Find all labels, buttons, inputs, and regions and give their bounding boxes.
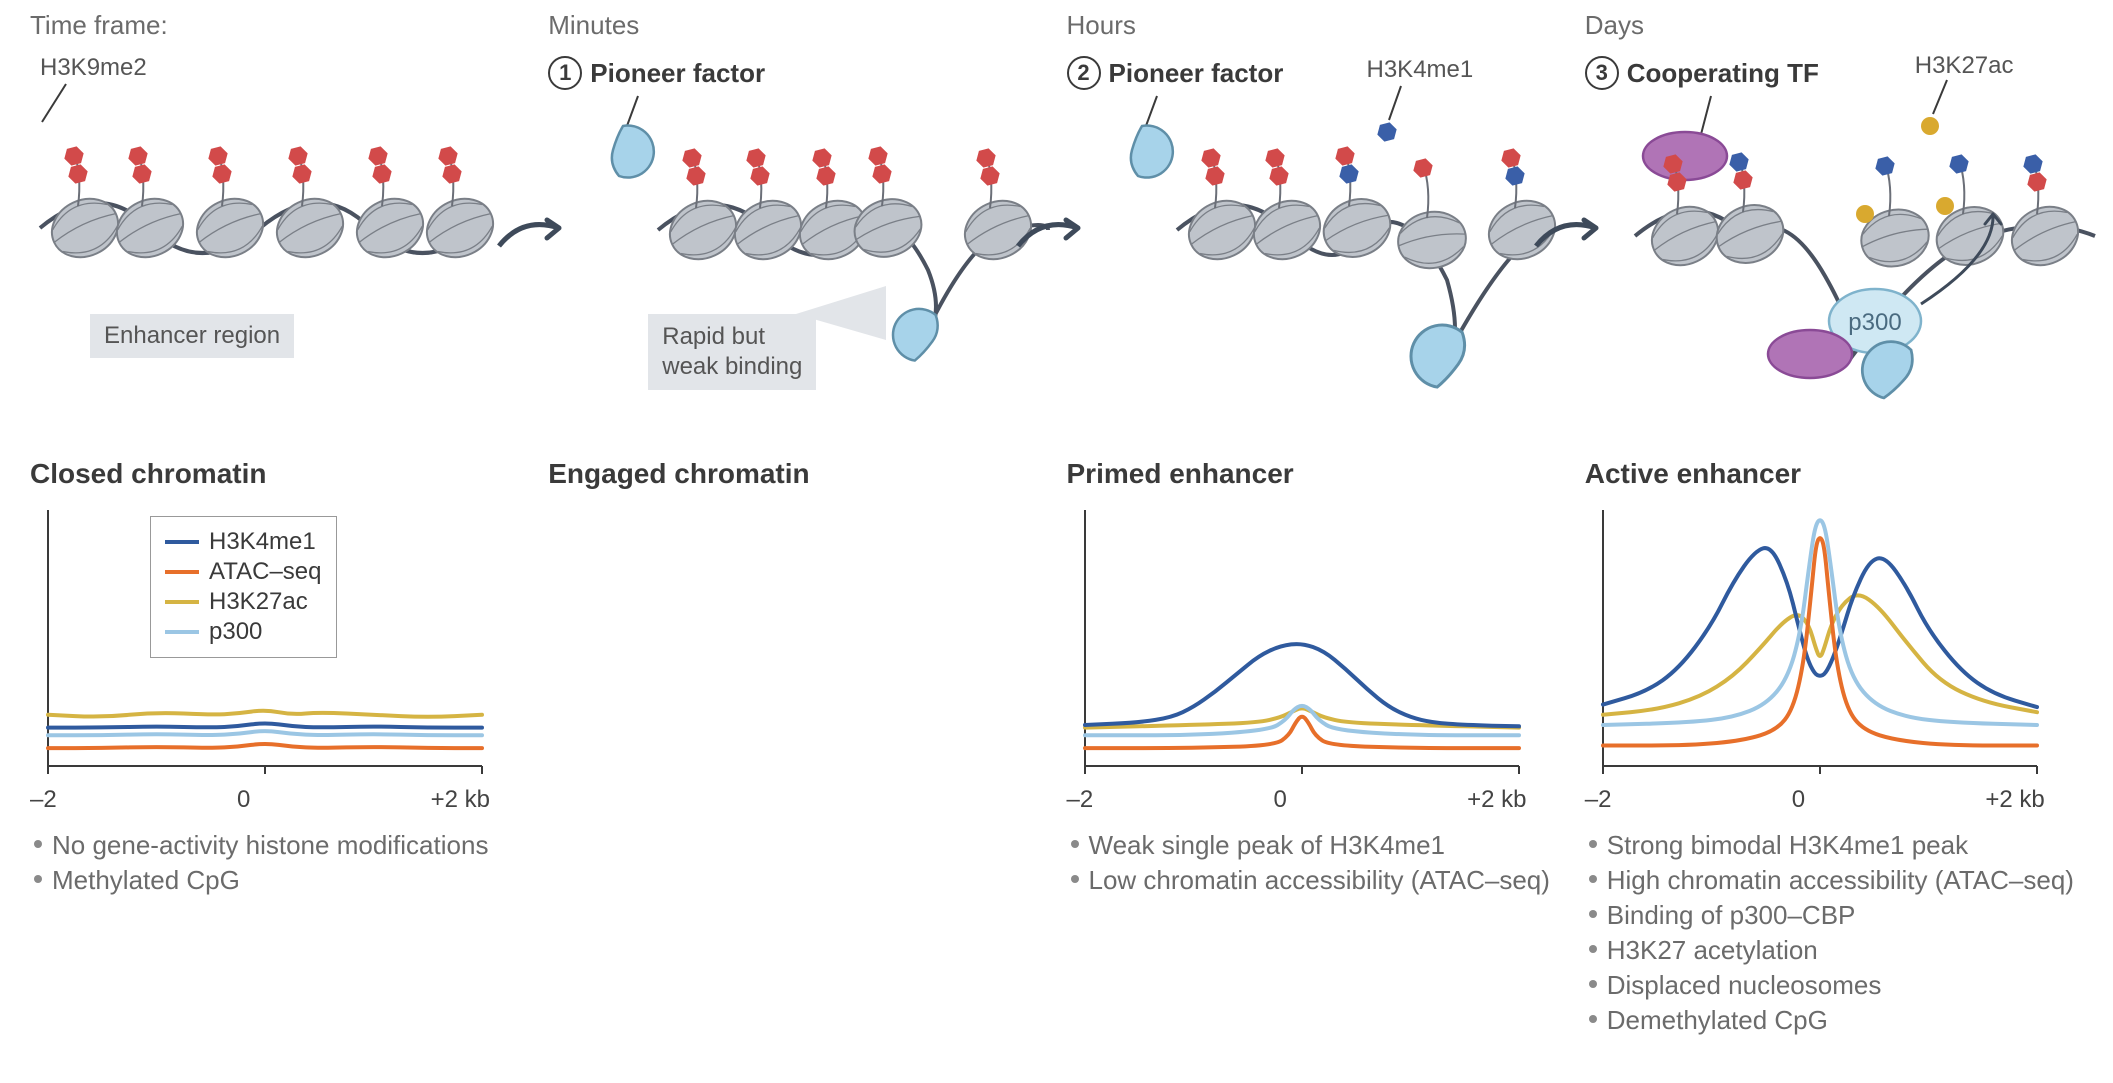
state-primed-title: Primed enhancer	[1067, 458, 1565, 490]
coop-tf-icon	[1643, 132, 1727, 180]
axis-primed: –20+2 kb	[1067, 786, 1527, 814]
legend-p300: p300	[165, 617, 322, 647]
active-chromatin-svg: p300	[1595, 106, 2105, 436]
rapid-weak-badge: Rapid but weak binding	[648, 314, 816, 390]
time-hours: Hours	[1067, 10, 1136, 41]
chart-row: H3K4me1 ATAC–seq H3K27ac p300 –20+2 kb N…	[20, 500, 2093, 1039]
chart-primed	[1067, 500, 1527, 780]
stage-3-label: Cooperating TF	[1627, 58, 1819, 89]
pioneer-factor-icon	[612, 126, 654, 178]
state-active-title: Active enhancer	[1585, 458, 2083, 490]
stage-1-label: Pioneer factor	[590, 58, 765, 89]
state-closed-title: Closed chromatin	[30, 458, 528, 490]
nucleosome	[42, 188, 127, 267]
bullets-closed: No gene-activity histone modifications M…	[30, 828, 528, 898]
chart-closed: H3K4me1 ATAC–seq H3K27ac p300	[30, 500, 490, 780]
stage-3-num: 3	[1585, 56, 1619, 90]
stage-2-label: Pioneer factor	[1109, 58, 1284, 89]
callout-wedge	[796, 284, 916, 364]
time-frame-label: Time frame:	[30, 10, 168, 41]
stage-1: 1 Pioneer factor	[548, 56, 765, 90]
legend-h3k27ac: H3K27ac	[165, 587, 322, 617]
axis-closed: –20+2 kb	[30, 786, 490, 814]
figure-root: Time frame: H3K9me2	[0, 0, 2113, 1083]
legend-atac: ATAC–seq	[165, 557, 322, 587]
h3k27ac-label: H3K27ac	[1915, 52, 2014, 80]
col-closed: Time frame: H3K9me2	[20, 10, 538, 436]
stage-2-num: 2	[1067, 56, 1101, 90]
diagram-row: Time frame: H3K9me2	[20, 10, 2093, 436]
p300-text: p300	[1848, 309, 1901, 336]
h3k4me1-label: H3K4me1	[1367, 56, 1474, 84]
time-minutes: Minutes	[548, 10, 639, 41]
state-engaged-title: Engaged chromatin	[548, 458, 1046, 490]
stage-2: 2 Pioneer factor	[1067, 56, 1284, 90]
primed-chromatin-svg	[1087, 120, 1577, 440]
col-active: Days 3 Cooperating TF H3K27ac	[1575, 10, 2093, 436]
chart-active	[1585, 500, 2045, 780]
stage-1-num: 1	[548, 56, 582, 90]
stage-3: 3 Cooperating TF	[1585, 56, 1819, 90]
col-engaged: Minutes 1 Pioneer factor	[538, 10, 1056, 436]
enhancer-region-badge: Enhancer region	[90, 314, 294, 358]
h3k9me2-label: H3K9me2	[40, 54, 147, 82]
state-title-row: Closed chromatin Engaged chromatin Prime…	[20, 440, 2093, 500]
time-days: Days	[1585, 10, 1644, 41]
axis-active: –20+2 kb	[1585, 786, 2045, 814]
bullets-primed: Weak single peak of H3K4me1 Low chromati…	[1067, 828, 1565, 898]
chart-legend: H3K4me1 ATAC–seq H3K27ac p300	[150, 516, 337, 658]
col-primed: Hours 2 Pioneer factor H3K4me1	[1057, 10, 1575, 436]
bullets-active: Strong bimodal H3K4me1 peak High chromat…	[1585, 828, 2083, 1039]
legend-h3k4me1: H3K4me1	[165, 527, 322, 557]
h3k9me2-icon	[63, 144, 463, 206]
